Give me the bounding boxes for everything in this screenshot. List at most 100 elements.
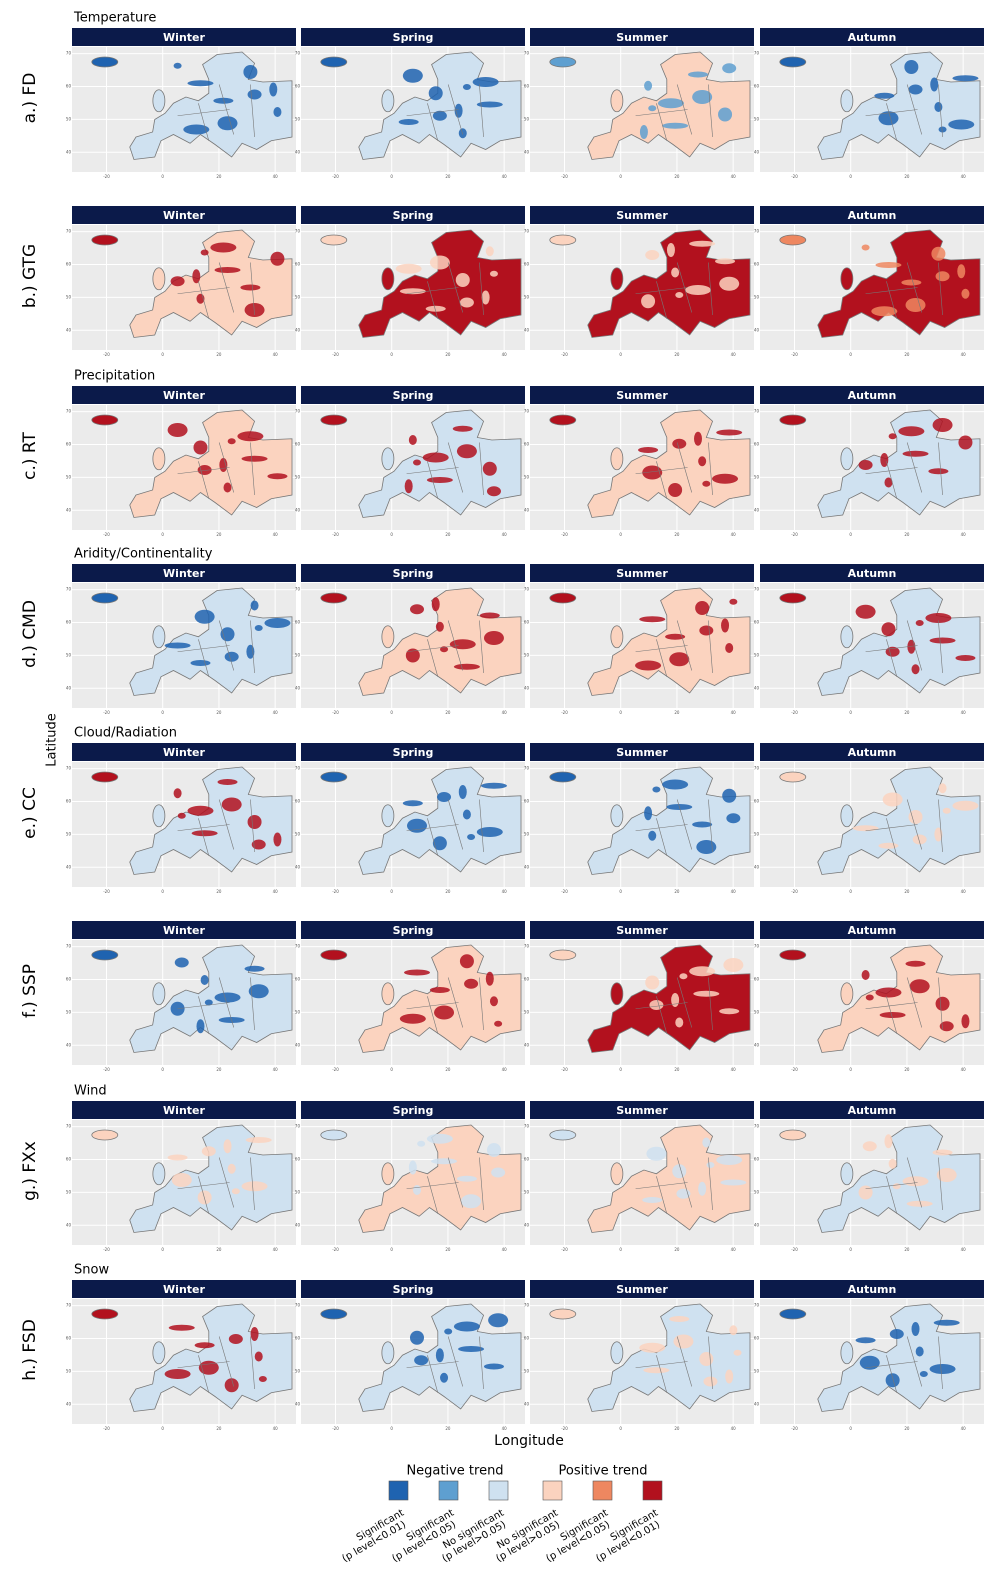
season-label: Spring	[393, 1283, 434, 1296]
mainland	[129, 944, 293, 1053]
lat-tick-label: 40	[66, 1042, 72, 1047]
lat-tick-label: 40	[524, 864, 530, 869]
iceland	[779, 1129, 807, 1141]
border	[635, 1182, 688, 1190]
lat-tick-label: 40	[66, 327, 72, 332]
trend-patch	[187, 805, 214, 816]
lon-tick-label: -20	[332, 532, 339, 537]
lon-tick-label: 20	[216, 352, 222, 357]
lat-tick-label: 60	[524, 619, 530, 624]
row-label: h.) FSD	[20, 1319, 40, 1381]
border	[447, 799, 464, 850]
season-label: Summer	[616, 1104, 668, 1117]
border	[177, 467, 230, 475]
panel-header	[530, 564, 754, 582]
trend-patch	[912, 834, 927, 845]
iceland	[320, 771, 348, 783]
great-britain	[152, 89, 166, 113]
trend-patch	[878, 842, 899, 849]
trend-patch	[729, 1325, 738, 1336]
lat-tick-label: 50	[295, 1368, 301, 1373]
mainland	[817, 1303, 981, 1412]
lon-tick-label: 20	[445, 352, 451, 357]
trend-patch	[702, 1137, 711, 1148]
trend-patch	[432, 836, 447, 851]
trend-patch	[639, 1342, 666, 1353]
map	[320, 1124, 522, 1233]
season-label: Spring	[393, 31, 434, 44]
border	[427, 1355, 439, 1393]
map	[91, 766, 293, 875]
border	[406, 467, 459, 475]
lon-tick-label: -20	[561, 1247, 568, 1252]
lon-tick-label: -20	[103, 1426, 110, 1431]
border	[198, 461, 210, 499]
iceland	[779, 771, 807, 783]
map	[320, 409, 522, 518]
lon-tick-label: 0	[619, 889, 622, 894]
lat-tick-label: 60	[295, 441, 301, 446]
lat-tick-label: 40	[66, 1401, 72, 1406]
panel-header	[72, 386, 296, 404]
trend-patch	[725, 1369, 734, 1384]
border	[479, 799, 484, 853]
season-label: Spring	[393, 389, 434, 402]
border	[479, 1336, 484, 1390]
lon-tick-label: 0	[161, 532, 164, 537]
season-label: Summer	[616, 1283, 668, 1296]
trend-patch	[164, 1369, 191, 1379]
iceland	[779, 234, 807, 246]
season-label: Autumn	[848, 924, 897, 937]
trend-patch	[197, 465, 212, 475]
lon-tick-label: 40	[273, 352, 279, 357]
lon-tick-label: 20	[904, 710, 910, 715]
mainland	[587, 229, 751, 338]
mainland	[817, 587, 981, 696]
lon-tick-label: 40	[961, 1426, 967, 1431]
border	[676, 262, 693, 313]
legend-swatch	[388, 1480, 409, 1501]
trend-patch	[716, 1155, 743, 1165]
border	[886, 103, 898, 141]
border	[656, 281, 668, 319]
lon-tick-label: 20	[674, 532, 680, 537]
lon-tick-label: 20	[674, 174, 680, 179]
panel-header	[530, 28, 754, 46]
season-label: Spring	[393, 746, 434, 759]
lon-tick-label: -20	[103, 174, 110, 179]
border	[427, 103, 439, 141]
lat-tick-label: 50	[754, 294, 760, 299]
trend-patch	[213, 97, 234, 104]
lat-tick-label: 60	[295, 1156, 301, 1161]
lat-tick-label: 50	[295, 116, 301, 121]
lon-tick-label: -20	[103, 1067, 110, 1072]
trend-patch	[958, 435, 973, 450]
lon-tick-label: 40	[502, 1426, 508, 1431]
border	[218, 262, 235, 313]
lat-tick-label: 60	[295, 619, 301, 624]
iceland	[779, 56, 807, 68]
lat-tick-label: 40	[295, 1222, 301, 1227]
lat-tick-label: 40	[754, 1222, 760, 1227]
border	[406, 1361, 459, 1369]
mainland	[587, 944, 751, 1053]
season-label: Winter	[163, 389, 205, 402]
trend-patch	[644, 806, 653, 821]
lat-tick-label: 40	[754, 685, 760, 690]
border	[865, 1182, 918, 1190]
great-britain	[152, 625, 166, 649]
lon-tick-label: 40	[961, 532, 967, 537]
trend-patch	[719, 276, 740, 291]
trend-patch	[198, 1360, 219, 1375]
great-britain	[152, 447, 166, 471]
trend-patch	[453, 1321, 480, 1332]
trend-patch	[689, 966, 716, 977]
border	[938, 620, 943, 674]
trend-patch	[907, 639, 916, 654]
panel-header	[301, 564, 525, 582]
lon-tick-label: 40	[961, 889, 967, 894]
trend-patch	[483, 1363, 504, 1370]
trend-patch	[173, 62, 182, 69]
trend-patch	[862, 1141, 877, 1152]
